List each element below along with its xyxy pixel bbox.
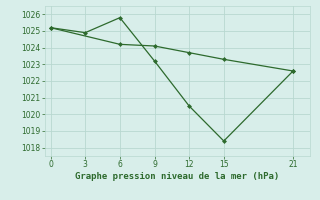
X-axis label: Graphe pression niveau de la mer (hPa): Graphe pression niveau de la mer (hPa) (76, 172, 280, 181)
